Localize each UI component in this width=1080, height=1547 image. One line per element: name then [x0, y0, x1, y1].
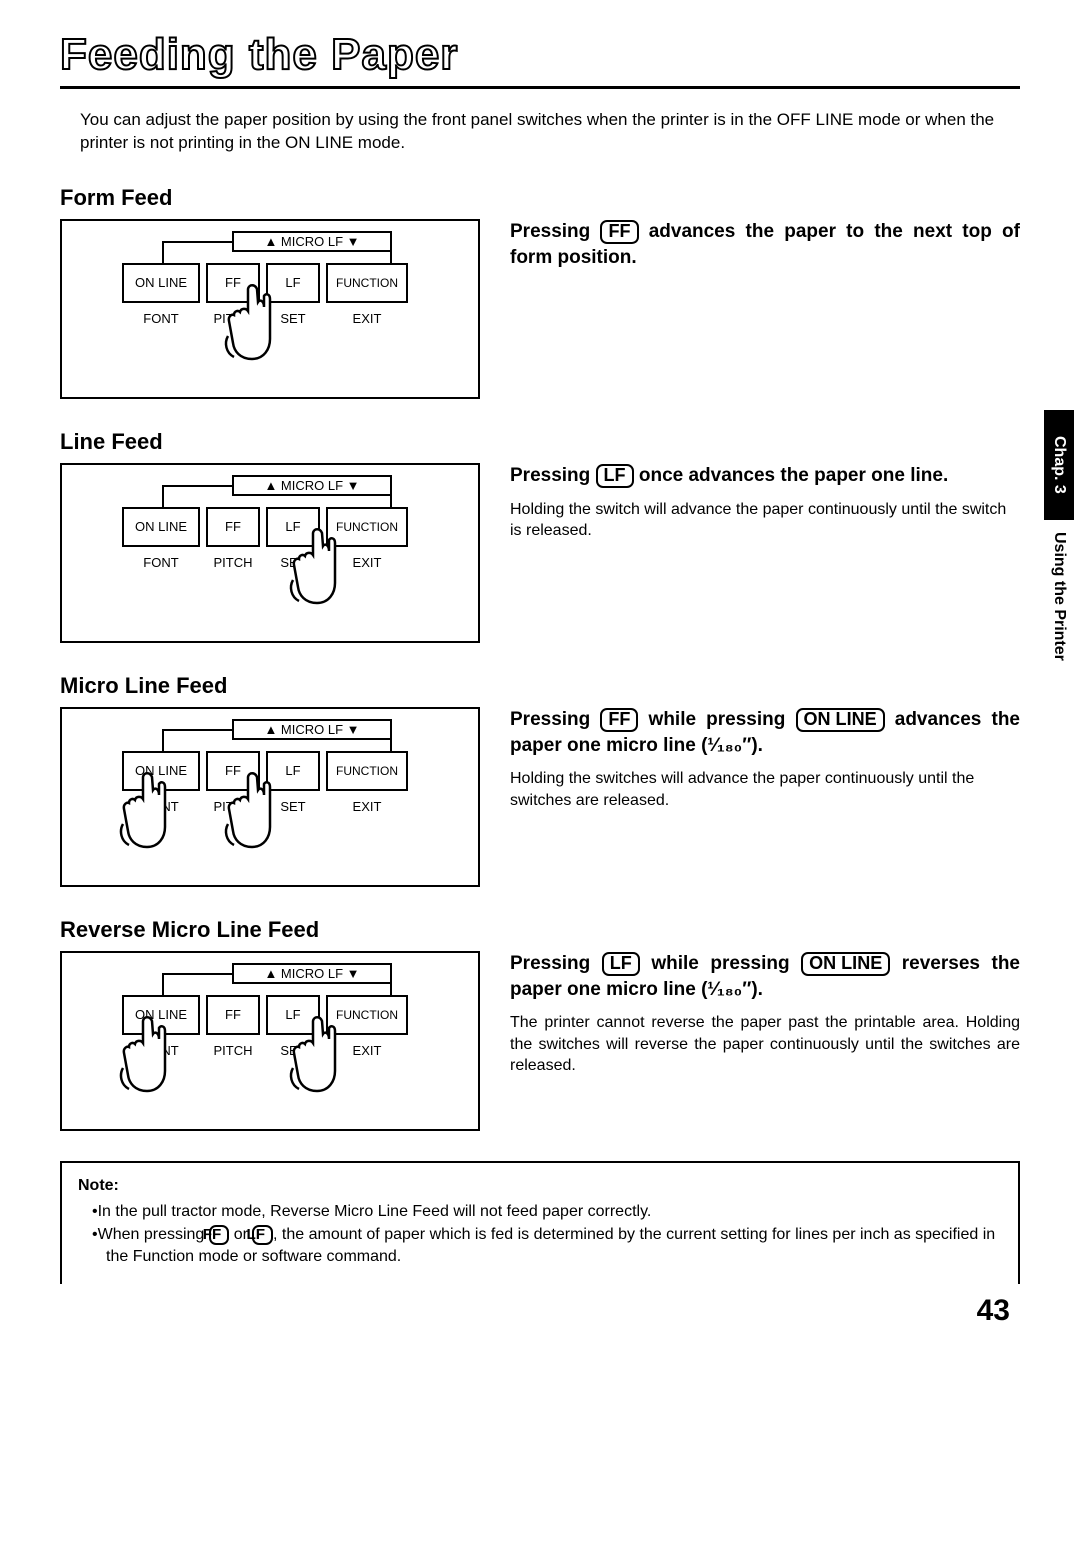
btn-function: FUNCTION	[326, 263, 408, 303]
btn-lf: LF	[266, 995, 320, 1035]
lbl-set: SET	[266, 311, 320, 326]
key-ff: FF	[209, 1225, 230, 1246]
btn-ff: FF	[206, 995, 260, 1035]
panel-diagram-mlf: ▲ MICRO LF ▼ ON LINE FF LF FUNCTION FONT…	[60, 707, 480, 887]
btn-lf: LF	[266, 751, 320, 791]
btn-ff: FF	[206, 263, 260, 303]
section-form-feed: Form Feed ▲ MICRO LF ▼ ON LINE FF LF FUN…	[60, 185, 1020, 399]
lbl-exit: EXIT	[326, 311, 408, 326]
section-rev-micro-lf: Reverse Micro Line Feed ▲ MICRO LF ▼ ON …	[60, 917, 1020, 1131]
side-tab: Chap. 3 Using the Printer	[1044, 410, 1080, 740]
heading-form-feed: Form Feed	[60, 185, 1020, 211]
page-title: Feeding the Paper	[60, 30, 1020, 89]
section-line-feed: Line Feed ▲ MICRO LF ▼ ON LINE FF LF FUN…	[60, 429, 1020, 643]
instr-rev-micro-lf-body: The printer cannot reverse the paper pas…	[510, 1012, 1020, 1077]
microlf-label: ▲ MICRO LF ▼	[232, 231, 392, 252]
panel-diagram-lf: ▲ MICRO LF ▼ ON LINE FF LF FUNCTION FONT…	[60, 463, 480, 643]
btn-online: ON LINE	[122, 263, 200, 303]
instr-micro-lf-body: Holding the switches will advance the pa…	[510, 768, 1020, 811]
page-number: 43	[60, 1294, 1020, 1328]
instr-form-feed: Pressing FF advances the paper to the ne…	[510, 219, 1020, 270]
lbl-font: FONT	[122, 555, 200, 570]
section-micro-lf: Micro Line Feed ▲ MICRO LF ▼ ON LINE FF …	[60, 673, 1020, 887]
key-online: ON LINE	[796, 708, 885, 732]
btn-online: ON LINE	[122, 995, 200, 1035]
btn-function: FUNCTION	[326, 751, 408, 791]
btn-function: FUNCTION	[326, 507, 408, 547]
note-item-1: •In the pull tractor mode, Reverse Micro…	[78, 1201, 1002, 1223]
lbl-set: SET	[266, 555, 320, 570]
heading-line-feed: Line Feed	[60, 429, 1020, 455]
lbl-font: FONT	[122, 311, 200, 326]
key-ff: FF	[600, 708, 638, 732]
microlf-label: ▲ MICRO LF ▼	[232, 719, 392, 740]
lbl-pitch: PITCH	[206, 311, 260, 326]
key-lf: LF	[596, 464, 634, 488]
panel-diagram-ff: ▲ MICRO LF ▼ ON LINE FF LF FUNCTION FONT…	[60, 219, 480, 399]
note-item-2: •When pressing FF or LF, the amount of p…	[78, 1224, 1002, 1269]
intro-text: You can adjust the paper position by usi…	[80, 109, 1020, 155]
btn-function: FUNCTION	[326, 995, 408, 1035]
lbl-font: FONT	[122, 1043, 200, 1058]
instr-line-feed-body: Holding the switch will advance the pape…	[510, 499, 1020, 542]
lbl-exit: EXIT	[326, 799, 408, 814]
note-label: Note:	[78, 1175, 1002, 1197]
lbl-font: FONT	[122, 799, 200, 814]
heading-micro-lf: Micro Line Feed	[60, 673, 1020, 699]
lbl-exit: EXIT	[326, 1043, 408, 1058]
lbl-pitch: PITCH	[206, 799, 260, 814]
instr-rev-micro-lf-head: Pressing LF while pressing ON LINE rever…	[510, 951, 1020, 1002]
btn-online: ON LINE	[122, 751, 200, 791]
key-online: ON LINE	[801, 952, 890, 976]
panel-diagram-rmlf: ▲ MICRO LF ▼ ON LINE FF LF FUNCTION FONT…	[60, 951, 480, 1131]
btn-lf: LF	[266, 507, 320, 547]
heading-rev-micro-lf: Reverse Micro Line Feed	[60, 917, 1020, 943]
chapter-tab: Chap. 3	[1044, 410, 1074, 520]
key-lf: LF	[602, 952, 640, 976]
lbl-exit: EXIT	[326, 555, 408, 570]
microlf-label: ▲ MICRO LF ▼	[232, 963, 392, 984]
btn-ff: FF	[206, 751, 260, 791]
lbl-set: SET	[266, 1043, 320, 1058]
key-ff: FF	[600, 220, 638, 244]
instr-micro-lf-head: Pressing FF while pressing ON LINE advan…	[510, 707, 1020, 758]
instr-line-feed-head: Pressing LF once advances the paper one …	[510, 463, 1020, 489]
btn-ff: FF	[206, 507, 260, 547]
lbl-pitch: PITCH	[206, 555, 260, 570]
lbl-pitch: PITCH	[206, 1043, 260, 1058]
note-box: Note: •In the pull tractor mode, Reverse…	[60, 1161, 1020, 1285]
key-lf: LF	[252, 1225, 273, 1246]
btn-online: ON LINE	[122, 507, 200, 547]
microlf-label: ▲ MICRO LF ▼	[232, 475, 392, 496]
btn-lf: LF	[266, 263, 320, 303]
section-tab: Using the Printer	[1044, 520, 1074, 673]
lbl-set: SET	[266, 799, 320, 814]
